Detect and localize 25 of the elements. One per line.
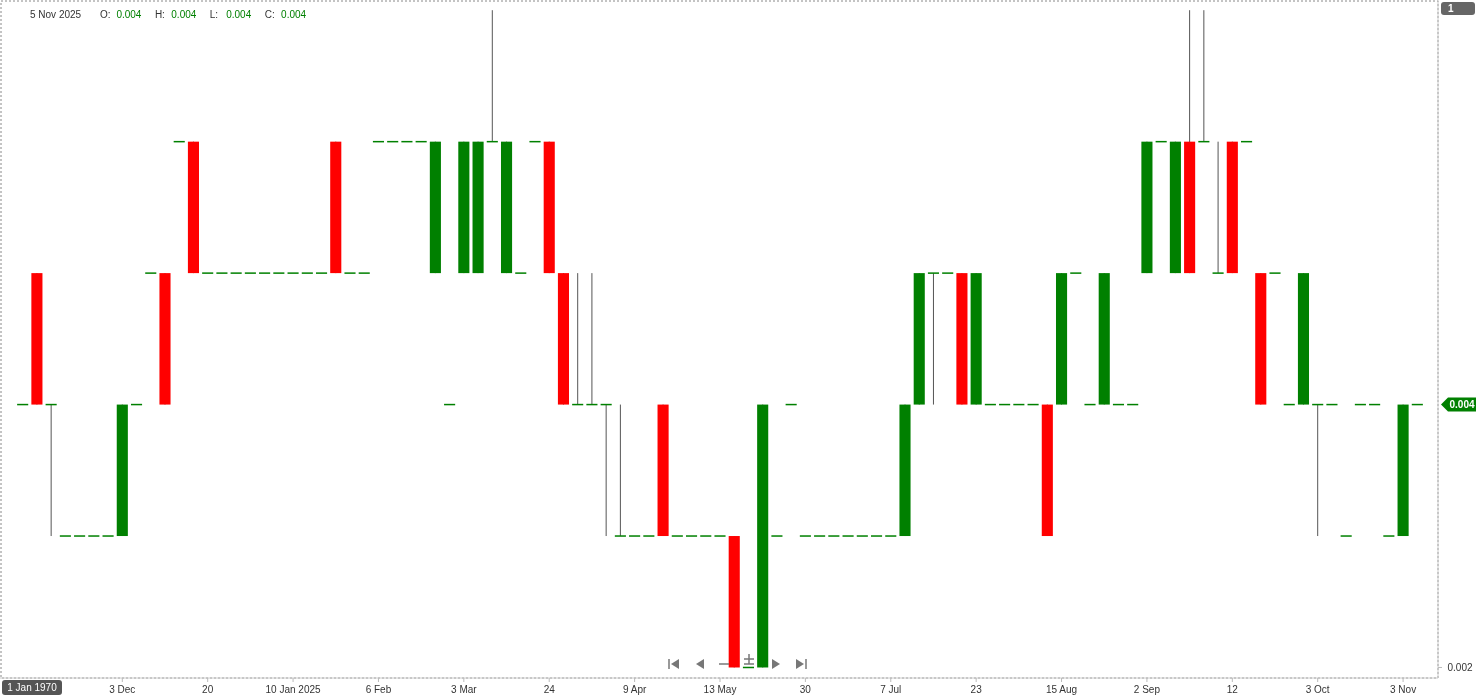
candlestick	[1212, 141, 1224, 274]
x-tick-label: 7 Jul	[880, 684, 902, 695]
x-tick-label: 10 Jan 2025	[265, 684, 322, 695]
x-tick-label: 9 Apr	[622, 684, 647, 695]
candlestick	[614, 404, 626, 537]
x-tick-label: 6 Feb	[365, 684, 392, 695]
x-tick-label: 12	[1226, 684, 1239, 695]
text: 1 Jan 1970	[7, 682, 58, 693]
x-tick-label: 13 May	[703, 684, 737, 695]
text: 5 Nov 2025	[30, 9, 82, 20]
candlestick	[927, 272, 940, 406]
text: 1	[1448, 3, 1454, 14]
text: O: 0.004 H: 0.004 L: 0.004 C: 0.004	[100, 9, 307, 20]
x-tick-label: 3 Mar	[451, 684, 478, 695]
x-tick-label: 3 Nov	[1390, 684, 1417, 695]
x-tick-label: 23	[970, 684, 983, 695]
y-tick-label: 0.004	[1449, 399, 1475, 411]
x-tick-label: 15 Aug	[1045, 684, 1078, 695]
x-tick-label: 3 Oct	[1305, 684, 1330, 695]
y-tick-label: 0.002	[1447, 661, 1473, 673]
x-tick-label: 24	[543, 684, 556, 695]
x-tick-label: 30	[799, 684, 812, 695]
x-tick-label: 3 Dec	[109, 684, 136, 695]
x-tick-label: 2 Sep	[1133, 684, 1161, 695]
x-tick-label: 20	[202, 684, 214, 695]
